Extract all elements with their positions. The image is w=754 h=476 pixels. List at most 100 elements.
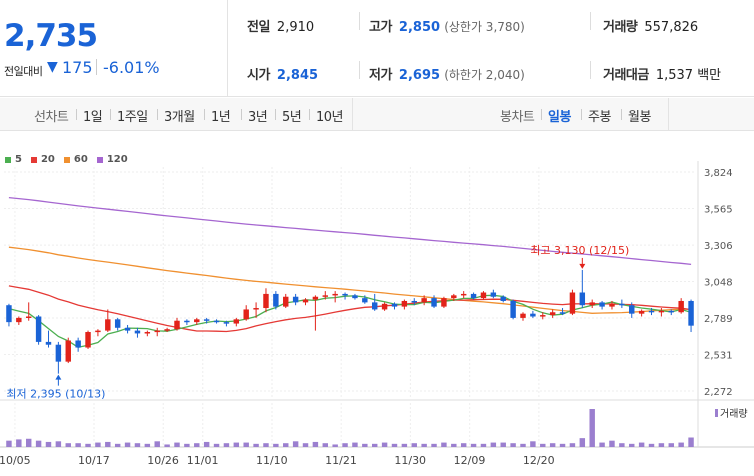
volume-bar [688,437,694,447]
divider [359,12,360,30]
turnover-label: 거래대금 [603,68,649,83]
divider [590,12,591,30]
volume-bar [144,443,151,447]
divider [76,109,77,120]
low-marker-arrowhead [55,374,62,380]
candle-body [658,310,665,313]
volume-bar [105,441,111,447]
divider [157,109,158,120]
candle-body [381,303,388,310]
candle-body [322,295,329,297]
volume-bar [668,443,675,447]
candle-body [619,303,625,306]
line-chart-label[interactable]: 선차트 [34,110,69,125]
candle-body [371,302,378,310]
volume-bar [678,442,684,447]
period-1w[interactable]: 1주일 [117,110,148,125]
volume-bar [6,440,12,447]
candle-body [154,330,160,333]
legend-swatch [30,156,37,163]
volume-bar [332,444,338,447]
candle-monthly[interactable]: 월봉 [628,110,651,125]
volume-label: 거래량 [603,20,638,35]
volume-legend-swatch [715,409,718,417]
period-3y[interactable]: 3년 [248,110,268,125]
period-1y[interactable]: 1년 [211,110,231,125]
candle-body [342,293,348,296]
candle-body [75,340,81,348]
period-10y[interactable]: 10년 [316,110,344,125]
legend-label: 120 [106,154,128,165]
x-tick-label: 11/01 [187,454,219,467]
candle-body [35,316,42,342]
volume-bar [381,442,388,447]
candle-body [589,302,595,306]
candle-body [233,319,240,324]
candle-daily[interactable]: 일봉 [548,110,571,125]
candle-body [431,298,437,307]
candle-body [688,300,694,326]
candle-body [45,341,52,345]
volume-bar [411,443,417,447]
legend-label: 60 [73,154,88,165]
volume-bar [431,443,437,447]
candle-body [105,319,111,331]
candle-chart-label[interactable]: 봉차트 [500,110,535,125]
legend-label: 20 [40,154,55,165]
volume-bar [549,443,556,447]
volume-bar [65,443,71,447]
prev-close-label: 전일 [247,20,270,35]
volume-bar [530,441,536,447]
volume-bar [283,443,289,447]
candle-weekly[interactable]: 주봉 [588,110,611,125]
volume-bar [95,442,101,447]
down-arrow-icon: ▼ [47,59,58,75]
high-label: 고가 [369,20,392,35]
volume-bar [500,442,506,447]
divider [275,109,276,120]
legend-label: 5 [15,154,22,165]
period-5y[interactable]: 5년 [282,110,302,125]
candle-body [184,320,190,323]
x-tick-label: 11/21 [325,454,357,467]
candle-body [302,299,309,303]
candle-body [441,298,447,307]
volume-bar [203,441,210,447]
volume-bar [371,443,378,447]
volume-bar [263,443,269,447]
y-tick-label: 3,306 [704,241,733,252]
candle-body [213,320,220,323]
divider [96,59,97,75]
volume-bar [589,409,595,447]
candle-body [164,329,170,331]
prev-close-item: 전일 2,910 [247,16,314,35]
open-item: 시가 2,845 [247,64,318,83]
divider [621,109,622,120]
volume-bar [292,441,299,447]
period-1d[interactable]: 1일 [83,110,103,125]
candle-body [638,310,645,314]
ma120-line [8,196,692,266]
low-annotation: 최저 2,395 (10/13) [6,388,105,401]
volume-bar [451,443,457,447]
candle-body [648,310,655,313]
candle-body [530,313,536,317]
candle-body [194,319,200,323]
candle-body [95,330,101,333]
y-tick-label: 2,789 [704,314,733,325]
candle-body [203,319,210,321]
volume-value: 557,826 [644,20,699,35]
x-tick-label: 12/09 [454,454,486,467]
candle-body [114,319,121,328]
volume-bar [25,438,32,447]
divider [581,109,582,120]
volume-bar [629,443,635,447]
volume-bar [154,441,160,447]
candle-body [460,293,467,296]
candle-body [312,296,319,300]
period-3m[interactable]: 3개월 [164,110,195,125]
candle-body [6,305,12,323]
volume-bar [401,443,408,447]
candle-body [470,293,477,299]
candle-body [411,300,417,303]
